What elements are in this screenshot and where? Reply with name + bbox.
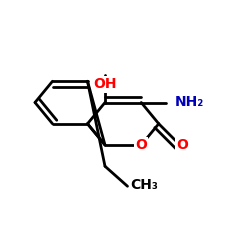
Text: CH₃: CH₃ — [130, 178, 158, 192]
Text: O: O — [176, 138, 188, 152]
Text: OH: OH — [93, 78, 117, 92]
Text: NH₂: NH₂ — [175, 96, 204, 110]
Text: O: O — [135, 138, 147, 152]
